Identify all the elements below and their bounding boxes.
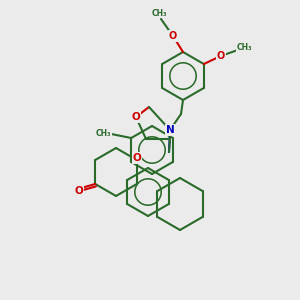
Text: CH₃: CH₃: [237, 43, 253, 52]
Text: O: O: [132, 153, 141, 163]
Text: O: O: [217, 51, 225, 61]
Text: N: N: [166, 125, 174, 135]
Text: CH₃: CH₃: [95, 128, 111, 137]
Text: O: O: [169, 31, 177, 41]
Text: CH₃: CH₃: [151, 8, 167, 17]
Text: O: O: [132, 112, 140, 122]
Text: O: O: [75, 186, 84, 196]
Text: N: N: [166, 125, 174, 135]
